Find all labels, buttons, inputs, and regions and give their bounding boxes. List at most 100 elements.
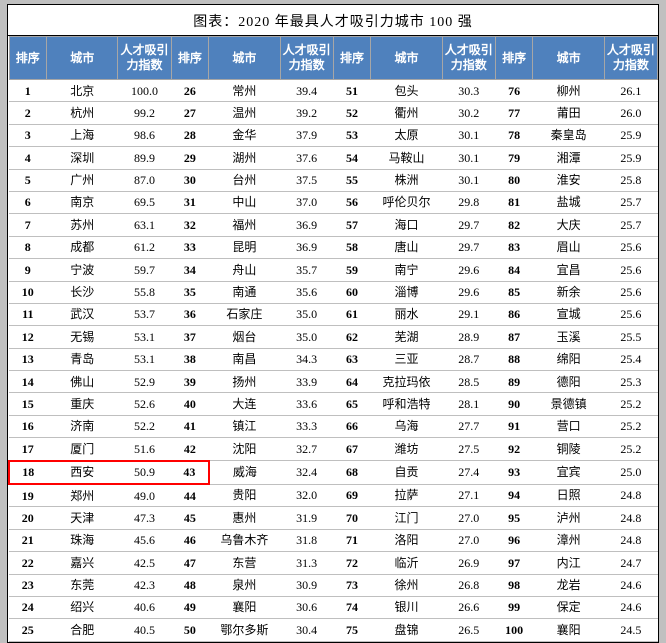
cell-rank: 99 [495,596,533,618]
col-rank: 排序 [495,37,533,80]
table-body: 1北京100.026常州39.451包头30.376柳州26.12杭州99.22… [9,80,658,642]
cell-value: 27.5 [442,438,495,461]
cell-city: 惠州 [209,507,280,529]
cell-city: 重庆 [47,393,118,415]
cell-rank: 82 [495,214,533,236]
cell-rank: 11 [9,303,47,325]
cell-rank: 95 [495,507,533,529]
cell-city: 成都 [47,236,118,258]
cell-value: 32.7 [280,438,333,461]
cell-rank: 94 [495,484,533,507]
cell-value: 50.9 [118,461,171,484]
cell-value: 30.2 [442,102,495,124]
cell-value: 53.1 [118,326,171,348]
cell-value: 25.2 [604,438,657,461]
cell-city: 内江 [533,552,604,574]
cell-value: 30.6 [280,596,333,618]
cell-city: 泉州 [209,574,280,596]
cell-value: 27.7 [442,415,495,437]
header-row: 排序 城市 人才吸引力指数 排序 城市 人才吸引力指数 排序 城市 人才吸引力指… [9,37,658,80]
cell-city: 大连 [209,393,280,415]
cell-city: 保定 [533,596,604,618]
cell-rank: 54 [333,147,371,169]
cell-value: 69.5 [118,191,171,213]
col-rank: 排序 [333,37,371,80]
table-row: 1北京100.026常州39.451包头30.376柳州26.1 [9,80,658,102]
cell-value: 53.1 [118,348,171,370]
cell-city: 马鞍山 [371,147,442,169]
cell-city: 三亚 [371,348,442,370]
cell-rank: 35 [171,281,209,303]
cell-city: 眉山 [533,236,604,258]
cell-value: 36.9 [280,236,333,258]
cell-value: 32.4 [280,461,333,484]
cell-rank: 23 [9,574,47,596]
table-row: 19郑州49.044贵阳32.069拉萨27.194日照24.8 [9,484,658,507]
cell-rank: 88 [495,348,533,370]
cell-city: 乌鲁木齐 [209,529,280,551]
cell-rank: 77 [495,102,533,124]
cell-city: 济南 [47,415,118,437]
cell-city: 银川 [371,596,442,618]
cell-rank: 9 [9,259,47,281]
cell-city: 天津 [47,507,118,529]
cell-value: 40.5 [118,619,171,641]
cell-rank: 14 [9,371,47,393]
cell-rank: 22 [9,552,47,574]
table-row: 23东莞42.348泉州30.973徐州26.898龙岩24.6 [9,574,658,596]
cell-value: 39.4 [280,80,333,102]
cell-value: 24.6 [604,596,657,618]
cell-city: 石家庄 [209,303,280,325]
cell-rank: 8 [9,236,47,258]
cell-city: 铜陵 [533,438,604,461]
cell-rank: 1 [9,80,47,102]
cell-city: 龙岩 [533,574,604,596]
sheet: 图表：2020 年最具人才吸引力城市 100 强 排序 城市 人才吸引力指数 排… [7,4,659,643]
cell-value: 37.9 [280,124,333,146]
cell-rank: 49 [171,596,209,618]
table-row: 6南京69.531中山37.056呼伦贝尔29.881盐城25.7 [9,191,658,213]
cell-value: 34.3 [280,348,333,370]
cell-city: 长沙 [47,281,118,303]
cell-rank: 38 [171,348,209,370]
cell-rank: 68 [333,461,371,484]
cell-rank: 85 [495,281,533,303]
table-row: 10长沙55.835南通35.660淄博29.685新余25.6 [9,281,658,303]
cell-rank: 42 [171,438,209,461]
cell-rank: 67 [333,438,371,461]
table-row: 16济南52.241镇江33.366乌海27.791营口25.2 [9,415,658,437]
cell-value: 37.5 [280,169,333,191]
cell-value: 29.6 [442,259,495,281]
cell-rank: 97 [495,552,533,574]
cell-value: 32.0 [280,484,333,507]
cell-city: 唐山 [371,236,442,258]
cell-value: 25.6 [604,303,657,325]
cell-city: 宁波 [47,259,118,281]
cell-city: 烟台 [209,326,280,348]
table-row: 21珠海45.646乌鲁木齐31.871洛阳27.096漳州24.8 [9,529,658,551]
cell-city: 漳州 [533,529,604,551]
cell-value: 35.0 [280,326,333,348]
cell-city: 威海 [209,461,280,484]
cell-city: 鄂尔多斯 [209,619,280,641]
cell-value: 25.2 [604,393,657,415]
cell-value: 25.8 [604,169,657,191]
cell-rank: 43 [171,461,209,484]
table-row: 7苏州63.132福州36.957海口29.782大庆25.7 [9,214,658,236]
cell-city: 营口 [533,415,604,437]
cell-city: 温州 [209,102,280,124]
cell-city: 南昌 [209,348,280,370]
cell-rank: 57 [333,214,371,236]
cell-rank: 15 [9,393,47,415]
cell-rank: 19 [9,484,47,507]
cell-city: 广州 [47,169,118,191]
cell-city: 泸州 [533,507,604,529]
cell-value: 49.0 [118,484,171,507]
cell-value: 25.4 [604,348,657,370]
cell-city: 襄阳 [533,619,604,641]
col-rank: 排序 [171,37,209,80]
cell-city: 佛山 [47,371,118,393]
cell-rank: 48 [171,574,209,596]
cell-city: 沈阳 [209,438,280,461]
col-rank: 排序 [9,37,47,80]
